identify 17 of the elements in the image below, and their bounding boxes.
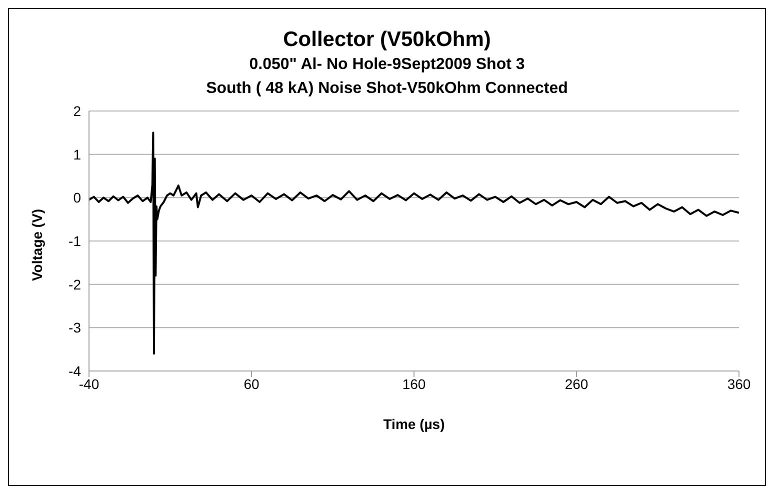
line-series [89,132,739,355]
y-tick-label: 1 [73,146,82,162]
y-tick-label: 2 [73,102,82,119]
chart-subtitle: 0.050" Al- No Hole-9Sept2009 Shot 3 South ( 48 kA) Noise Shot-V50kOhm Connected [205,55,569,99]
x-tick-label: 160 [402,376,426,392]
x-tick-label: 360 [727,376,751,392]
x-tick-label: 260 [564,376,588,392]
y-tick-label: -4 [68,362,82,379]
x-tick-label: 60 [244,376,260,392]
y-tick-label: 0 [73,190,82,206]
x-axis-title: Time (µs) [383,416,445,432]
x-tick-label: -40 [78,376,100,392]
y-tick-label: -3 [68,320,82,336]
chart-title: Collector (V50kOhm) [282,27,492,53]
y-axis-title: Voltage (V) [28,208,45,281]
y-tick-label: -2 [68,276,82,292]
y-tick-label: -1 [68,232,82,249]
